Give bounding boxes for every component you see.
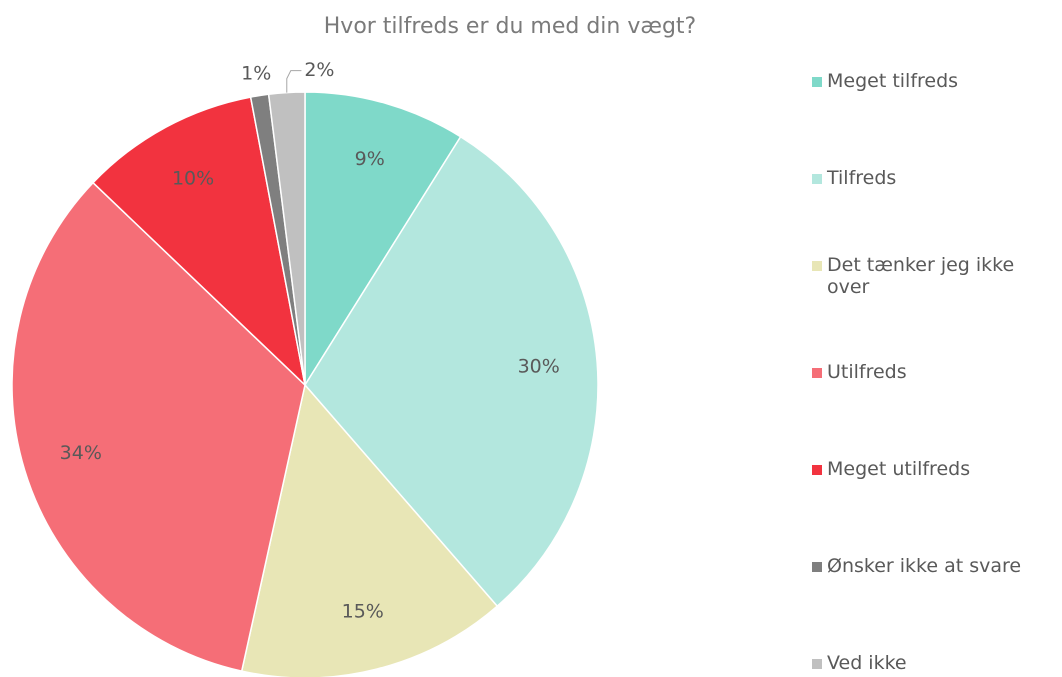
data-label: 1%: [241, 62, 271, 84]
pie-slice: [11, 181, 306, 672]
legend-label: Tilfreds: [827, 167, 897, 189]
data-label: 10%: [172, 168, 214, 190]
data-label: 30%: [518, 355, 560, 377]
legend-item: Meget utilfreds: [812, 458, 1062, 480]
legend-item: Ønsker ikke at svare: [812, 555, 1062, 577]
legend-item: Utilfreds: [812, 361, 1062, 383]
data-label: 34%: [60, 442, 102, 464]
legend-swatch: [812, 261, 822, 271]
legend-label: Det tænker jeg ikke over: [827, 254, 1015, 298]
legend-label: Ønsker ikke at svare: [827, 555, 1022, 577]
pie-slice: [91, 96, 307, 388]
leader-line: [286, 70, 302, 93]
chart-title: Hvor tilfreds er du med din vægt?: [324, 14, 696, 39]
pie-slice: [304, 135, 599, 608]
data-label: 9%: [355, 148, 385, 170]
legend-item: Det tænker jeg ikke over: [812, 254, 1062, 298]
pie-slice: [240, 383, 499, 677]
legend-swatch: [812, 562, 822, 572]
legend-label: Meget tilfreds: [827, 70, 959, 92]
legend-label: Ved ikke: [827, 652, 907, 674]
legend-item: Tilfreds: [812, 167, 1062, 189]
legend-swatch: [812, 465, 822, 475]
legend-swatch: [812, 174, 822, 184]
legend-item: Ved ikke: [812, 652, 1062, 674]
legend-swatch: [812, 77, 822, 87]
legend-swatch: [812, 368, 822, 378]
legend-label: Meget utilfreds: [827, 458, 971, 480]
legend-label: Utilfreds: [827, 361, 907, 383]
legend-item: Meget tilfreds: [812, 70, 1062, 92]
data-label: 15%: [342, 601, 384, 623]
legend-swatch: [812, 659, 822, 669]
data-label: 2%: [304, 59, 334, 81]
pie-slice: [304, 91, 462, 388]
